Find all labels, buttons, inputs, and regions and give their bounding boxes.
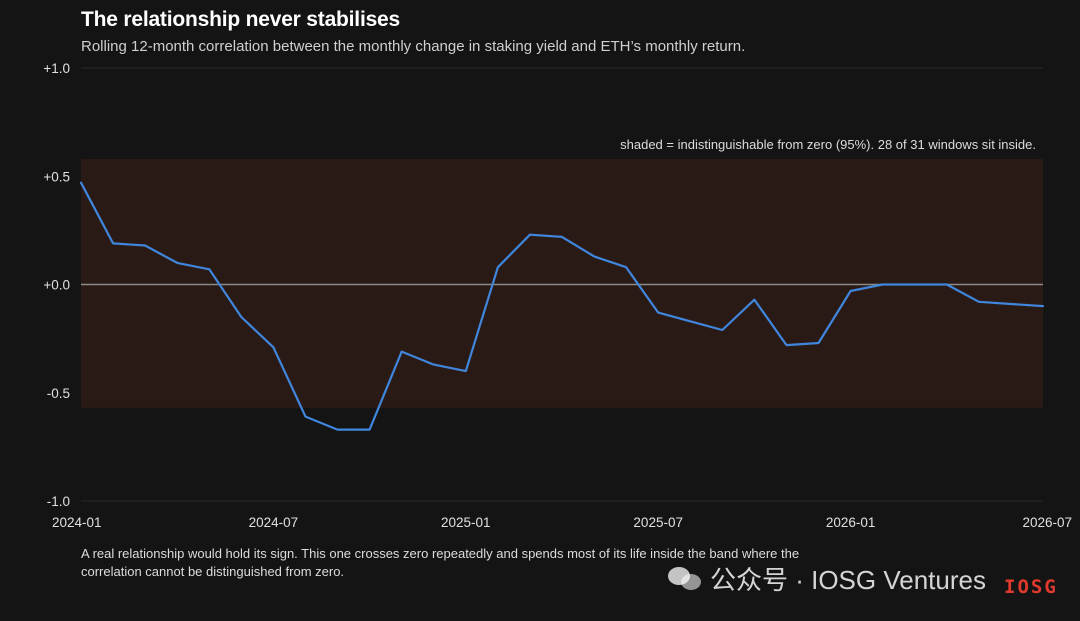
data-point	[399, 349, 404, 354]
data-point	[111, 241, 116, 246]
y-tick-label: +0.5	[43, 169, 70, 184]
data-point	[688, 319, 693, 324]
data-point	[335, 427, 340, 432]
watermark: 公众号 · IOSG Ventures	[668, 560, 986, 597]
data-point	[463, 369, 468, 374]
iosg-logo: IOSG	[1004, 576, 1058, 598]
x-tick-label: 2024-01	[52, 515, 102, 530]
data-point	[816, 340, 821, 345]
wechat-icon	[668, 565, 702, 593]
y-tick-label: -0.5	[47, 386, 70, 401]
data-point	[495, 265, 500, 270]
y-tick-label: -1.0	[47, 494, 70, 509]
watermark-text: 公众号 · IOSG Ventures	[710, 565, 986, 595]
data-point	[143, 243, 148, 248]
data-point	[239, 314, 244, 319]
data-point	[367, 427, 372, 432]
data-point	[560, 234, 565, 239]
data-point	[784, 343, 789, 348]
correlation-series-line	[79, 181, 1045, 431]
data-point	[271, 345, 276, 350]
data-point	[976, 299, 981, 304]
x-tick-label: 2026-07	[1022, 515, 1072, 530]
data-point	[303, 414, 308, 419]
data-point	[79, 180, 84, 185]
chart-title: The relationship never stabilises	[81, 8, 401, 31]
x-tick-label: 2024-07	[249, 515, 299, 530]
data-point	[1041, 304, 1046, 309]
data-point	[175, 260, 180, 265]
data-point	[912, 282, 917, 287]
data-point	[527, 232, 532, 237]
x-tick-label: 2025-07	[633, 515, 683, 530]
x-tick-label: 2025-01	[441, 515, 491, 530]
data-point	[720, 327, 725, 332]
x-tick-label: 2026-01	[826, 515, 876, 530]
y-tick-label: +1.0	[43, 61, 70, 76]
chart-footnote: A real relationship would hold its sign.…	[81, 546, 800, 579]
data-point	[207, 267, 212, 272]
chart-subtitle: Rolling 12-month correlation between the…	[81, 38, 746, 55]
data-point	[1008, 301, 1013, 306]
data-point	[880, 282, 885, 287]
data-point	[624, 265, 629, 270]
line-chart: +1.0 +0.5 +0.0 -0.5 -1.0 2024-01 2024-07 2025-…	[43, 61, 1072, 530]
data-point	[592, 254, 597, 259]
band-note: shaded = indistinguishable from zero (95…	[620, 137, 1036, 152]
data-point	[656, 310, 661, 315]
y-tick-label: +0.0	[43, 278, 70, 293]
data-point	[944, 282, 949, 287]
data-point	[431, 362, 436, 367]
data-point	[848, 288, 853, 293]
data-point	[752, 297, 757, 302]
